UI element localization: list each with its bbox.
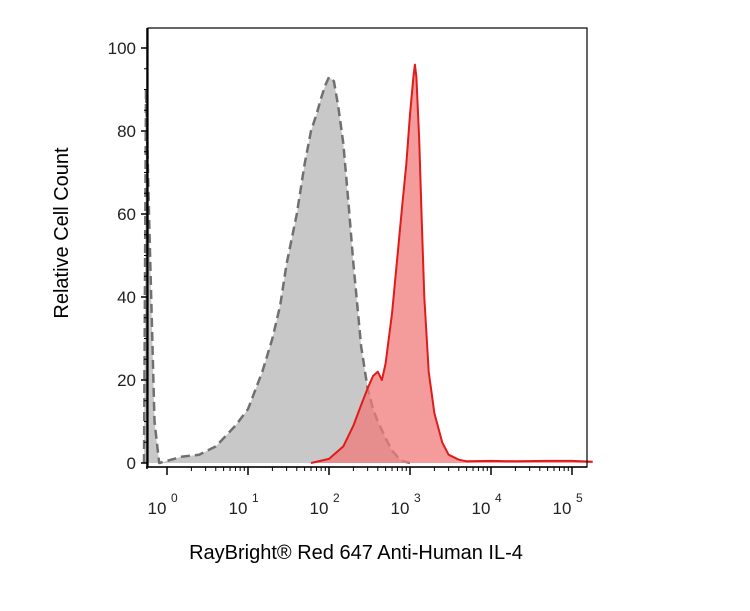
series-stained-line — [310, 63, 593, 464]
x-tick-label: 10 — [472, 499, 491, 518]
y-tick-label: 40 — [117, 288, 136, 307]
x-tick-exponent: 5 — [576, 491, 583, 505]
y-tick-label: 20 — [117, 371, 136, 390]
y-tick-label: 100 — [108, 39, 136, 58]
x-tick-exponent: 0 — [171, 491, 178, 505]
x-tick-label: 10 — [229, 499, 248, 518]
x-axis-title: RayBright® Red 647 Anti-Human IL-4 — [189, 542, 523, 564]
x-tick-label: 10 — [391, 499, 410, 518]
x-tick-exponent: 4 — [495, 491, 502, 505]
y-tick-label: 60 — [117, 205, 136, 224]
x-tick-exponent: 3 — [414, 491, 421, 505]
x-tick-label: 10 — [553, 499, 572, 518]
series-layer — [142, 63, 593, 465]
x-tick-label: 10 — [148, 499, 167, 518]
series-control-fill — [144, 77, 410, 463]
y-tick-label: 0 — [127, 454, 136, 473]
x-tick-exponent: 2 — [333, 491, 340, 505]
x-tick-exponent: 1 — [252, 491, 259, 505]
y-tick-label: 80 — [117, 122, 136, 141]
y-axis-title: Relative Cell Count — [51, 147, 73, 319]
series-control-line — [142, 75, 411, 465]
axes-layer — [141, 27, 588, 475]
x-tick-label: 10 — [310, 499, 329, 518]
